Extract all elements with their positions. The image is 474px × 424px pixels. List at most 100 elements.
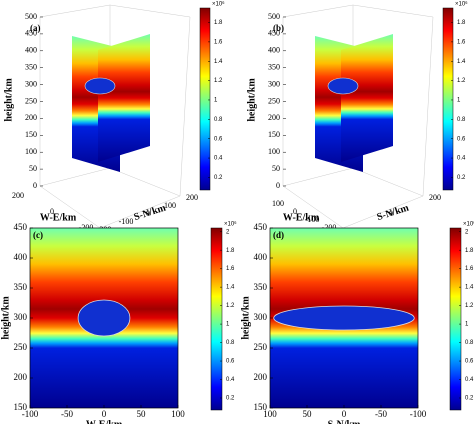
x-tick-label: 100 <box>272 199 284 208</box>
z-tick-label: 350 <box>268 63 280 72</box>
x-tick-label: -50 <box>375 409 387 419</box>
y-tick-label: 200 <box>254 372 268 382</box>
x-tick-label: -200 <box>79 223 94 232</box>
x-tick-label: -100 <box>22 409 39 419</box>
colorbar-tick-label: 0.2 <box>457 175 466 181</box>
y-tick-label: 300 <box>254 312 268 322</box>
x-tick-label: -100 <box>305 215 320 224</box>
x-tick-label: 0 <box>102 409 107 419</box>
z-tick-label: 400 <box>268 46 280 55</box>
y-tick-label: 350 <box>254 282 268 292</box>
colorbar-tick-label: 1.8 <box>457 20 466 26</box>
depletion-hole <box>84 77 116 95</box>
x-tick-label: 0 <box>50 207 54 216</box>
box-edge <box>109 4 191 18</box>
y-tick-label: 150 <box>14 402 28 412</box>
box-edge <box>282 4 354 18</box>
colorbar-tick-label: 0.4 <box>214 156 223 162</box>
y-tick-label: 100 <box>164 201 176 210</box>
z-tick-label: 50 <box>272 164 280 173</box>
colorbar-exponent: ×10⁶ <box>463 221 474 228</box>
x-tick-label: -200 <box>322 223 337 232</box>
z-tick-label: 50 <box>29 164 37 173</box>
colorbar-tick-label: 0.2 <box>226 396 235 402</box>
x-axis-label: S-N/km <box>328 419 361 424</box>
colorbar-tick-label: 1 <box>457 98 461 104</box>
box-edge <box>109 167 181 197</box>
colorbar-tick-label: 0.6 <box>465 359 474 365</box>
box-edge <box>352 4 434 18</box>
depletion-hole <box>327 77 359 95</box>
colorbar-tick-label: 1 <box>214 98 218 104</box>
colorbar <box>442 7 454 191</box>
box-edge <box>179 16 191 197</box>
panel-label: (a) <box>30 23 41 33</box>
colorbar-tick-label: 1.4 <box>465 285 474 291</box>
colorbar-tick-label: 0.6 <box>226 359 235 365</box>
x-tick-label: -50 <box>61 409 73 419</box>
colorbar-tick-label: 1.6 <box>457 39 466 45</box>
colorbar-tick-label: 0.4 <box>465 377 474 383</box>
box-edge <box>352 167 424 197</box>
y-tick-label: 250 <box>254 342 268 352</box>
box-edge <box>99 195 181 229</box>
y-tick-label: 450 <box>254 222 268 232</box>
x-tick-label: 0 <box>293 207 297 216</box>
z-tick-label: 300 <box>268 79 280 88</box>
y-tick-label: 200 <box>429 193 441 202</box>
x-axis-label: W-E/km <box>40 212 77 223</box>
colorbar-tick-label: 0.8 <box>214 117 223 123</box>
y-tick-label: 0 <box>389 209 393 218</box>
colorbar-exponent: ×10⁶ <box>455 1 468 8</box>
z-tick-label: 200 <box>268 113 280 122</box>
y-tick-label: 450 <box>14 222 28 232</box>
z-tick-label: 200 <box>25 113 37 122</box>
z-tick-label: 400 <box>25 46 37 55</box>
z-tick-label: 250 <box>25 96 37 105</box>
z-tick-label: 0 <box>276 181 280 190</box>
x-axis-label: W-E/km <box>86 419 123 424</box>
colorbar-tick-label: 1.6 <box>226 266 235 272</box>
box-edge <box>282 167 354 187</box>
z-tick-label: 300 <box>25 79 37 88</box>
colorbar-tick-label: 1 <box>226 322 230 328</box>
colorbar-tick-label: 0.6 <box>214 136 223 142</box>
colorbar-tick-label: 0.6 <box>457 136 466 142</box>
z-axis-label: height/km <box>3 78 14 122</box>
z-tick-label: 500 <box>268 12 280 21</box>
slice-plane <box>98 34 150 162</box>
y-tick-label: 300 <box>14 312 28 322</box>
colorbar-tick-label: 1.4 <box>226 285 235 291</box>
y-tick-label: 200 <box>186 193 198 202</box>
slice-plane <box>341 34 393 162</box>
box-edge <box>282 185 344 229</box>
panel-label: (b) <box>273 23 284 33</box>
colorbar-tick-label: 1.8 <box>226 248 235 254</box>
y-tick-label: 400 <box>254 252 268 262</box>
y-axis-label: S-N/km <box>376 202 411 223</box>
z-tick-label: 0 <box>33 181 37 190</box>
y-tick-label: 400 <box>14 252 28 262</box>
depletion-hole <box>273 305 415 331</box>
colorbar-tick-label: 1 <box>465 322 469 328</box>
colorbar-tick-label: 2 <box>226 229 230 235</box>
box-edge <box>422 16 434 197</box>
y-tick-label: 0 <box>146 209 150 218</box>
colorbar <box>449 227 462 411</box>
y-axis-label: S-N/km <box>133 202 168 223</box>
colorbar-tick-label: 1.4 <box>457 59 466 65</box>
colorbar-tick-label: 1.4 <box>214 59 223 65</box>
z-tick-label: 450 <box>268 29 280 38</box>
x-axis-label: W-E/km <box>283 212 320 223</box>
colorbar <box>199 7 211 191</box>
depletion-hole <box>77 299 131 337</box>
y-tick-label: 350 <box>14 282 28 292</box>
y-tick-label: -100 <box>119 217 134 226</box>
y-tick-label: 250 <box>14 342 28 352</box>
y-tick-label: 200 <box>14 372 28 382</box>
box-edge <box>39 185 101 229</box>
colorbar-tick-label: 0.8 <box>226 340 235 346</box>
y-axis-label: height/km <box>0 296 11 340</box>
z-tick-label: 450 <box>25 29 37 38</box>
x-tick-label: 200 <box>12 191 24 200</box>
